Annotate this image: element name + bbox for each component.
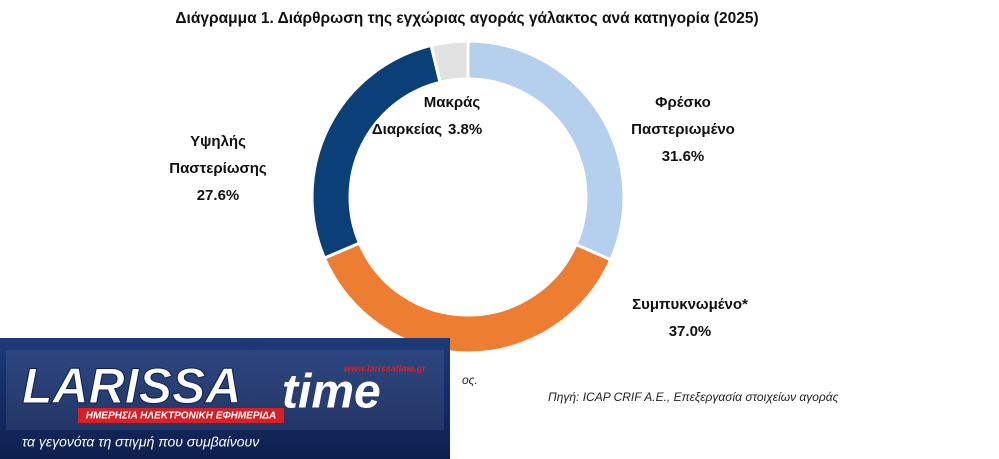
value-label: 31.6% xyxy=(662,148,705,165)
donut-segment xyxy=(322,241,613,355)
logo-bg xyxy=(0,338,450,459)
value-label: 3.8% xyxy=(448,121,482,138)
category-label: Υψηλής xyxy=(190,133,246,150)
donut-segment xyxy=(466,39,626,262)
category-label: Διαρκείας xyxy=(372,121,442,138)
logo-band xyxy=(78,408,284,423)
value-label: 27.6% xyxy=(197,187,240,204)
category-label: Παστεριωμένο xyxy=(631,121,735,138)
logo-subtitle: ΗΜΕΡΗΣΙΑ ΗΛΕΚΤΡΟΝΙΚΗ ΕΦΗΜΕΡΙΔΑ xyxy=(86,411,276,422)
donut-segment xyxy=(310,43,442,261)
value-label: 37.0% xyxy=(669,323,712,340)
donut-segment xyxy=(429,39,470,85)
logo-brand-right: time xyxy=(282,366,381,419)
category-label: Φρέσκο xyxy=(655,94,711,111)
note: ος. xyxy=(462,373,478,387)
logo-slogan: τα γεγονότα τη στιγμή που συμβαίνουν xyxy=(22,434,259,450)
source: Πηγή: ICAP CRIF A.E., Επεξεργασία στοιχε… xyxy=(548,390,839,404)
category-label: Μακράς xyxy=(424,94,481,111)
donut: Φρέσκο Παστεριωμένο 31.6% Συμπυκνωμένο* 37.0… xyxy=(169,39,748,355)
logo-brand-left: LARISSA xyxy=(22,358,241,414)
chart-title: Διάγραμμα 1. Διάρθρωση της εγχώριας αγορ… xyxy=(175,10,758,27)
logo-url: www.larissatime.gr xyxy=(344,363,426,373)
category-label: Συμπυκνωμένο* xyxy=(632,296,748,313)
logo: LARISSA time www.larissatime.gr ΗΜΕΡΗΣΙΑ… xyxy=(0,338,450,459)
category-label: Παστερίωσης xyxy=(169,160,267,177)
